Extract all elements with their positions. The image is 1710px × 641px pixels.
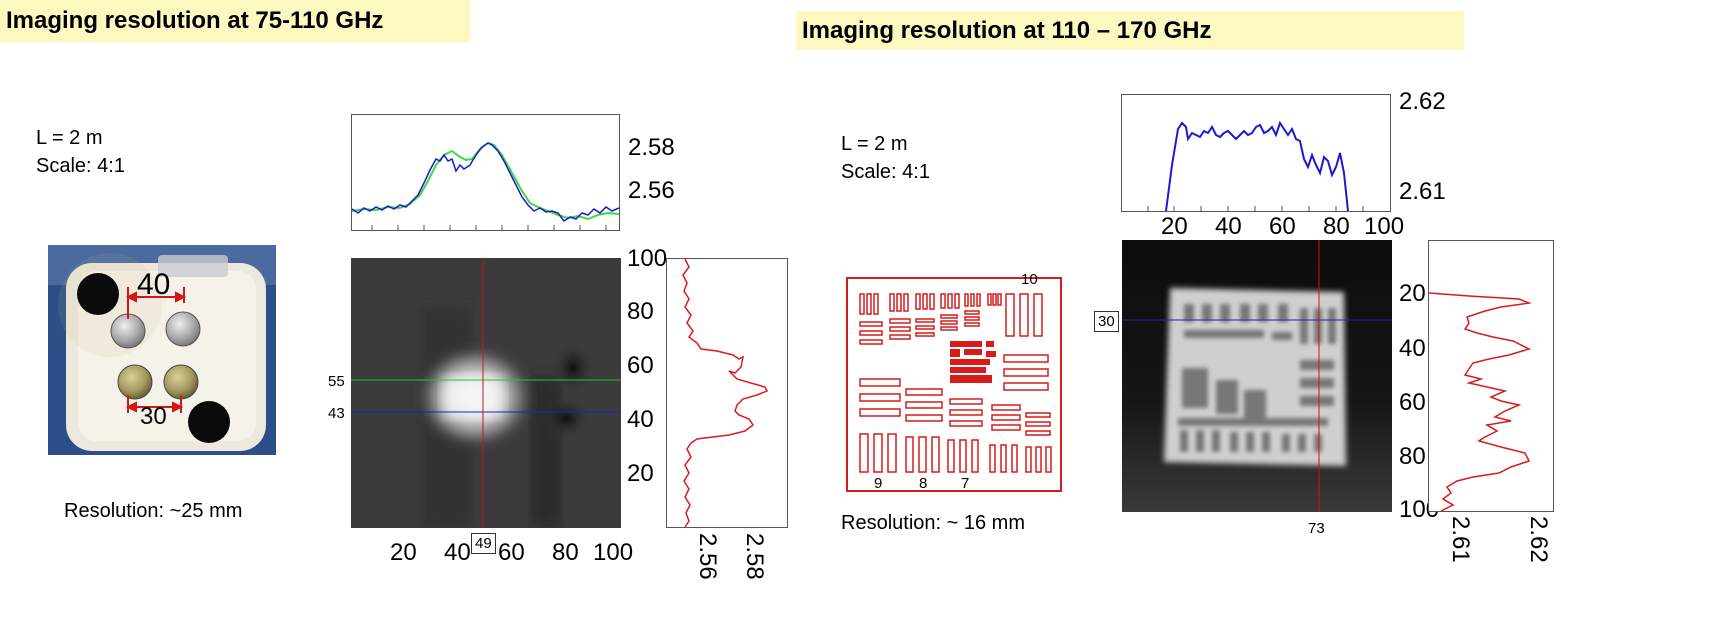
left-side-tick-2: 2.58	[741, 533, 768, 580]
left-resolution: Resolution: ~25 mm	[64, 500, 243, 522]
right-side-profile-plot	[1428, 240, 1554, 512]
left-top-tick-1: 2.58	[628, 134, 675, 161]
left-x-tick-40: 40	[444, 539, 471, 566]
right-title: Imaging resolution at 110 – 170 GHz	[796, 11, 1464, 50]
right-y-tick-20: 20	[1399, 280, 1426, 307]
right-side-tick-1: 2.61	[1447, 516, 1474, 563]
right-side-tick-2: 2.62	[1525, 516, 1552, 563]
right-x-tick-100: 100	[1364, 213, 1405, 240]
left-x-tick-100: 100	[593, 539, 634, 566]
target-label-10: 10	[1021, 271, 1038, 288]
left-title: Imaging resolution at 75-110 GHz	[0, 0, 470, 42]
resolution-target	[846, 277, 1062, 493]
photo-label-30: 30	[140, 403, 167, 430]
right-top-tick-1: 2.62	[1399, 88, 1446, 115]
right-top-profile-plot	[1121, 94, 1391, 212]
left-side-tick-1: 2.56	[694, 533, 721, 580]
right-y-tick-80: 80	[1399, 443, 1426, 470]
right-params: L = 2 m Scale: 4:1	[841, 130, 930, 186]
left-y-tick-20: 20	[627, 460, 654, 487]
right-x-tick-60: 60	[1269, 213, 1296, 240]
left-x-tick-20: 20	[390, 539, 417, 566]
left-mmw-image	[351, 258, 621, 528]
left-y-marker-43: 43	[328, 405, 345, 422]
target-label-8: 8	[919, 475, 928, 492]
left-x-marker-49: 49	[471, 533, 496, 554]
left-params: L = 2 m Scale: 4:1	[36, 124, 125, 180]
right-y-tick-40: 40	[1399, 335, 1426, 362]
right-resolution: Resolution: ~ 16 mm	[841, 512, 1025, 534]
right-scale: Scale: 4:1	[841, 161, 930, 183]
target-label-9: 9	[874, 475, 883, 492]
right-x-tick-80: 80	[1323, 213, 1350, 240]
left-y-tick-40: 40	[627, 406, 654, 433]
right-y-marker-30: 30	[1094, 311, 1119, 332]
left-distance: L = 2 m	[36, 127, 103, 149]
photo-label-40: 40	[137, 268, 171, 301]
left-x-tick-80: 80	[552, 539, 579, 566]
left-y-marker-55: 55	[328, 373, 345, 390]
coin-photo	[48, 245, 276, 455]
right-mmw-image	[1122, 240, 1392, 512]
left-x-tick-60: 60	[498, 539, 525, 566]
right-distance: L = 2 m	[841, 133, 908, 155]
left-y-tick-80: 80	[627, 298, 654, 325]
right-x-tick-40: 40	[1215, 213, 1242, 240]
left-y-tick-100: 100	[627, 245, 668, 272]
right-x-marker-73: 73	[1308, 520, 1325, 537]
right-top-tick-2: 2.61	[1399, 178, 1446, 205]
right-x-tick-20: 20	[1161, 213, 1188, 240]
left-scale: Scale: 4:1	[36, 155, 125, 177]
left-y-tick-60: 60	[627, 352, 654, 379]
target-label-7: 7	[961, 475, 970, 492]
left-top-profile-plot	[351, 114, 620, 231]
left-top-tick-2: 2.56	[628, 177, 675, 204]
right-y-tick-60: 60	[1399, 389, 1426, 416]
left-side-profile-plot	[666, 258, 788, 528]
